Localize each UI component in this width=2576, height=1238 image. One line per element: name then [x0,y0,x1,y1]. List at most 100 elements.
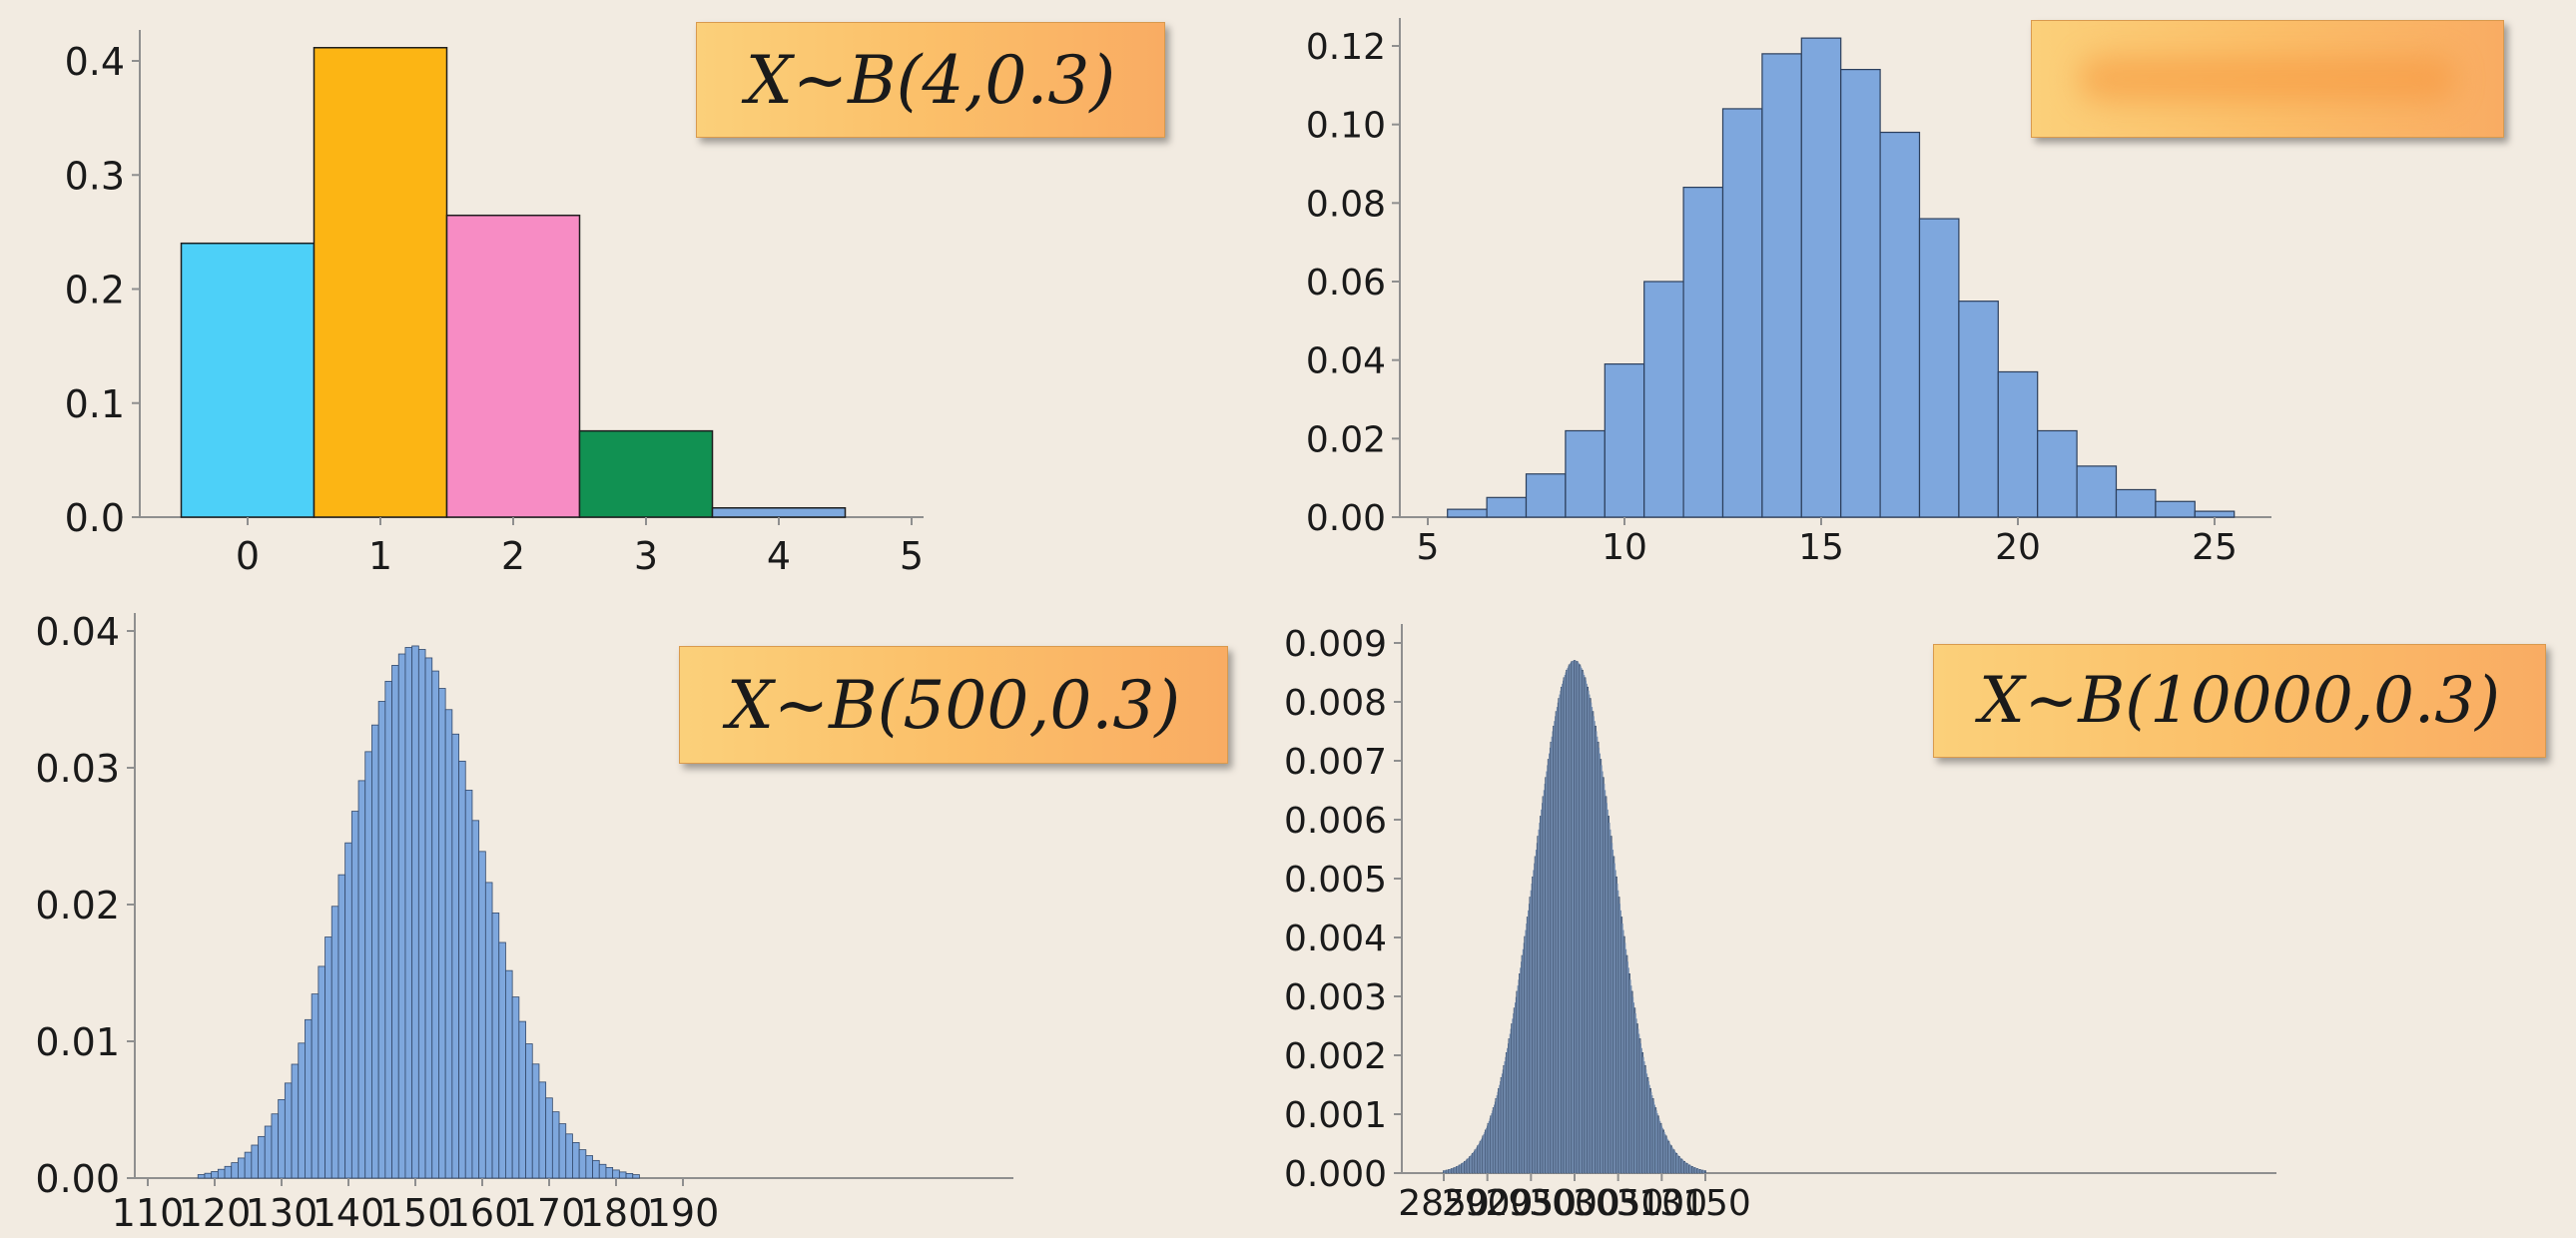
bar-166 [518,1020,526,1179]
bar-0 [180,242,316,518]
bar-18 [1918,218,1960,518]
x-tick-label: 3050 [1573,1183,1664,1224]
bar-13 [1721,108,1763,518]
bar-3034 [1604,783,1606,1173]
bar-133 [298,1042,306,1179]
bar-147 [391,665,399,1179]
bar-9 [1565,429,1606,518]
bar-3061 [1626,961,1628,1173]
y-tick-label: 0.003 [1284,977,1387,1018]
y-tick-label: 0.00 [35,1157,120,1201]
bar-2860 [1452,1168,1454,1173]
bar-2986 [1562,683,1564,1173]
bar-3013 [1585,680,1587,1173]
bar-119 [204,1172,213,1179]
bar-2971 [1549,753,1551,1173]
bar-3019 [1590,702,1593,1173]
y-tick-label: 0.008 [1284,683,1387,724]
bar-3121 [1679,1157,1681,1173]
bar-174 [572,1141,580,1179]
x-tick-label: 20 [1995,527,2041,568]
y-tick-label: 0.004 [1284,919,1387,959]
bar-182 [625,1172,634,1179]
x-tick-label: 150 [379,1191,452,1235]
y-tick-label: 0.00 [1306,498,1386,539]
bar-2851 [1444,1170,1446,1173]
y-tick-label: 0.005 [1284,860,1387,901]
x-tick-label: 190 [647,1191,720,1235]
bar-2920 [1504,1061,1506,1173]
bar-3025 [1596,731,1598,1173]
bar-132 [291,1063,300,1179]
y-tick-label: 0.001 [1284,1095,1387,1136]
bar-137 [324,936,332,1179]
bar-161 [484,882,493,1179]
bar-3109 [1668,1142,1670,1173]
bar-3130 [1686,1163,1689,1173]
x-tick-label: 3150 [1659,1183,1751,1224]
chart-binomial-10000: 0.000 0.001 0.002 0.003 0.004 0.005 0.006 0.007… [1284,624,2276,1224]
bar-3049 [1616,884,1618,1173]
bar-3046 [1613,863,1615,1173]
bar-3 [578,429,714,518]
bar-23 [2115,488,2157,518]
bar-12 [1682,187,1724,518]
bar-3106 [1665,1137,1668,1173]
chart-title-text: X~B(4,0.3) [745,41,1116,119]
x-tick-label: 130 [246,1191,319,1235]
bar-3103 [1663,1131,1665,1173]
bar-124 [238,1157,246,1179]
bar-4 [711,506,847,518]
bar-149 [404,647,413,1179]
bar-3076 [1639,1043,1642,1173]
bar-19 [1958,301,1999,518]
bar-17 [1879,131,1921,518]
bar-3088 [1650,1091,1652,1173]
bar-3022 [1593,716,1595,1173]
x-tick-label: 3100 [1616,1183,1708,1224]
y-tick-label: 0.009 [1284,624,1387,665]
x-tick-label: 5 [900,534,924,578]
bar-143 [364,751,372,1179]
bar-136 [318,965,325,1179]
bar-8 [1525,473,1567,518]
bar-3070 [1634,1013,1636,1173]
bar-2875 [1465,1160,1467,1173]
bar-2974 [1551,736,1553,1173]
x-tick-label: 110 [112,1191,185,1235]
chart-binomial-4: 0.0 0.1 0.2 0.3 0.4 0 1 2 3 4 5 [65,30,924,578]
bar-138 [330,906,339,1179]
bar-2929 [1512,1018,1514,1173]
bar-3139 [1694,1167,1697,1173]
bar-3067 [1631,996,1634,1173]
bar-3100 [1660,1125,1662,1173]
bar-183 [632,1174,640,1179]
bar-21 [2037,429,2078,518]
bar-179 [605,1167,614,1179]
bar-2935 [1517,985,1519,1173]
y-tick-label: 0.007 [1284,742,1387,783]
bar-164 [505,969,513,1179]
y-tick-label: 0.002 [1284,1036,1387,1077]
y-tick-label: 0.06 [1306,263,1386,304]
x-tick-label: 2 [501,534,525,578]
bar-3031 [1601,765,1603,1173]
bar-2959 [1538,829,1540,1173]
chart-binomial-500: 0.00 0.01 0.02 0.03 0.04 11012013014015016017… [35,610,1013,1235]
x-tick-label: 2850 [1398,1183,1490,1224]
bar-175 [578,1149,587,1179]
bar-2 [445,214,581,518]
bar-2950 [1530,890,1532,1173]
bar-3043 [1610,843,1613,1173]
x-tick-label: 160 [446,1191,519,1235]
chart-title-b4: X~B(4,0.3) [696,22,1165,138]
bar-135 [311,993,320,1179]
bar-2884 [1473,1152,1475,1173]
y-tick-label: 0.000 [1284,1154,1387,1195]
bar-2905 [1491,1113,1493,1173]
bar-3127 [1684,1161,1686,1173]
bar-2947 [1528,910,1530,1173]
bar-148 [397,653,406,1179]
y-tick-label: 0.4 [65,40,125,84]
bar-3145 [1699,1169,1702,1173]
